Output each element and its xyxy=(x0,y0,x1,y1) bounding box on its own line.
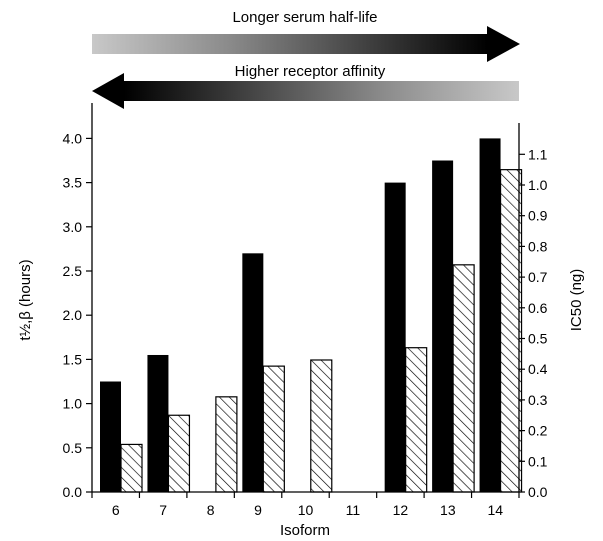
y-right-tick-label: 0.5 xyxy=(528,331,548,347)
y-right-tick-label: 0.3 xyxy=(528,392,548,408)
receptor-affinity-arrow xyxy=(92,73,519,109)
bar-solid-9 xyxy=(242,253,264,492)
y-right-tick-label: 0.8 xyxy=(528,238,548,254)
y-left-tick-label: 0.5 xyxy=(63,440,83,456)
bar-hatched-10 xyxy=(310,359,333,493)
x-tick-label: 13 xyxy=(440,502,456,518)
x-tick-label: 7 xyxy=(159,502,167,518)
y-left-tick-label: 1.0 xyxy=(63,396,83,412)
y-right-tick-label: 0.4 xyxy=(528,361,548,377)
bar-hatched-12 xyxy=(405,347,428,493)
y-right-tick-label: 0.6 xyxy=(528,300,548,316)
y-left-tick-label: 3.5 xyxy=(63,175,83,191)
y-left-tick-label: 3.0 xyxy=(63,219,83,235)
bottom-arrow-label: Higher receptor affinity xyxy=(235,63,386,80)
y-axis-left-label: t½,β (hours) xyxy=(17,259,34,340)
x-tick-label: 12 xyxy=(393,502,409,518)
top-arrow-label: Longer serum half-life xyxy=(232,9,377,26)
y-left-tick-label: 2.5 xyxy=(63,263,83,279)
y-right-tick-label: 1.1 xyxy=(528,146,548,162)
y-right-tick-label: 1.0 xyxy=(528,177,548,193)
y-right-tick-label: 0.7 xyxy=(528,269,548,285)
bar-solid-13 xyxy=(432,160,454,492)
y-right-tick-label: 0.2 xyxy=(528,423,548,439)
x-tick-label: 6 xyxy=(112,502,120,518)
x-axis-label: Isoform xyxy=(280,522,330,539)
x-tick-label: 11 xyxy=(346,502,361,518)
x-tick-label: 8 xyxy=(207,502,215,518)
bar-hatched-8 xyxy=(215,396,238,493)
y-right-tick-label: 0.9 xyxy=(528,208,548,224)
bar-hatched-13 xyxy=(452,264,475,493)
bar-hatched-9 xyxy=(262,365,285,493)
y-left-tick-label: 1.5 xyxy=(63,351,83,367)
bar-solid-7 xyxy=(147,354,169,492)
y-right-tick-label: 0.1 xyxy=(528,453,548,469)
y-left-tick-label: 4.0 xyxy=(63,130,83,146)
bar-solid-14 xyxy=(479,138,501,492)
y-left-tick-label: 2.0 xyxy=(63,307,83,323)
y-right-tick-label: 0.0 xyxy=(528,484,548,500)
bar-solid-12 xyxy=(384,182,406,492)
bar-hatched-6 xyxy=(120,443,143,493)
y-left-tick-label: 0.0 xyxy=(63,484,83,500)
x-tick-label: 10 xyxy=(298,502,314,518)
plot-area: 0.0 0.5 1.0 1.5 2.0 2.5 3.0 3.5 4.0 0.0 0.1 0.2 0.3 0… xyxy=(63,103,548,518)
x-tick-label: 14 xyxy=(487,502,503,518)
x-tick-label: 9 xyxy=(254,502,262,518)
serum-half-life-arrow xyxy=(92,26,520,62)
bar-hatched-7 xyxy=(167,414,191,493)
y-axis-right-label: IC50 (ng) xyxy=(568,269,585,332)
bar-solid-6 xyxy=(100,381,121,492)
